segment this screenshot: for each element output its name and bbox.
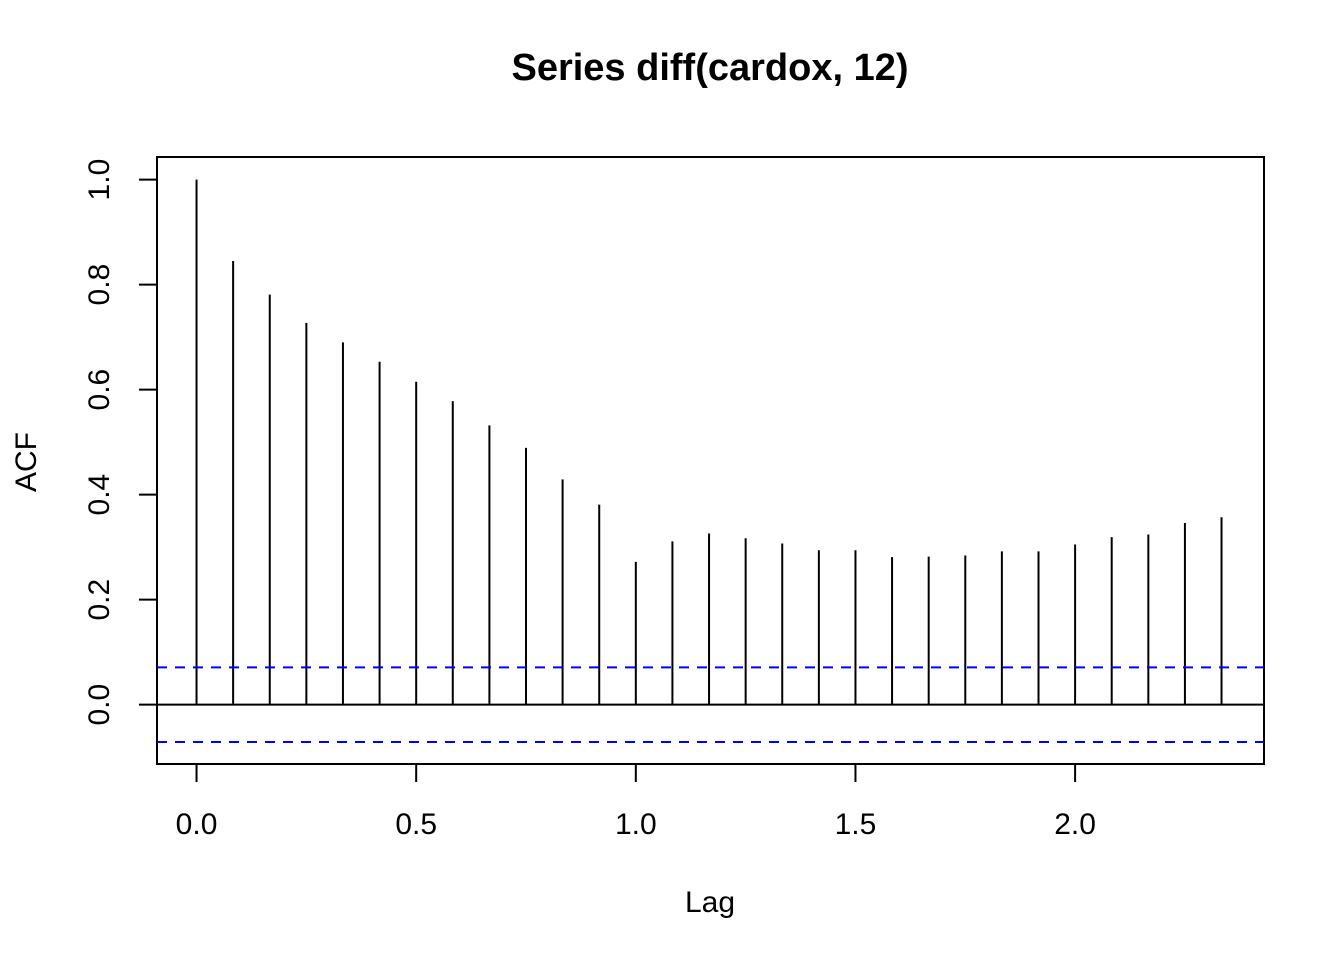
x-tick-label: 0.0 (176, 808, 218, 841)
x-tick-label: 1.5 (835, 808, 877, 841)
y-tick-label: 0.8 (83, 264, 116, 306)
x-axis: 0.0 0.5 1.0 1.5 2.0 (176, 763, 1096, 841)
acf-bars (195, 179, 1223, 705)
y-axis-label: ACF (10, 432, 43, 492)
reference-lines (157, 666, 1264, 743)
x-tick-label: 2.0 (1054, 808, 1096, 841)
plot-frame (156, 156, 1265, 765)
x-tick-label: 0.5 (395, 808, 437, 841)
y-tick-label: 1.0 (83, 159, 116, 201)
chart-title: Series diff(cardox, 12) (511, 47, 908, 89)
y-axis: 0.0 0.2 0.4 0.6 0.8 1.0 (83, 159, 158, 726)
x-tick-label: 1.0 (615, 808, 657, 841)
x-axis-label: Lag (685, 886, 735, 919)
y-tick-label: 0.2 (83, 579, 116, 621)
y-tick-label: 0.4 (83, 474, 116, 516)
y-tick-label: 0.0 (83, 684, 116, 726)
y-tick-label: 0.6 (83, 369, 116, 411)
